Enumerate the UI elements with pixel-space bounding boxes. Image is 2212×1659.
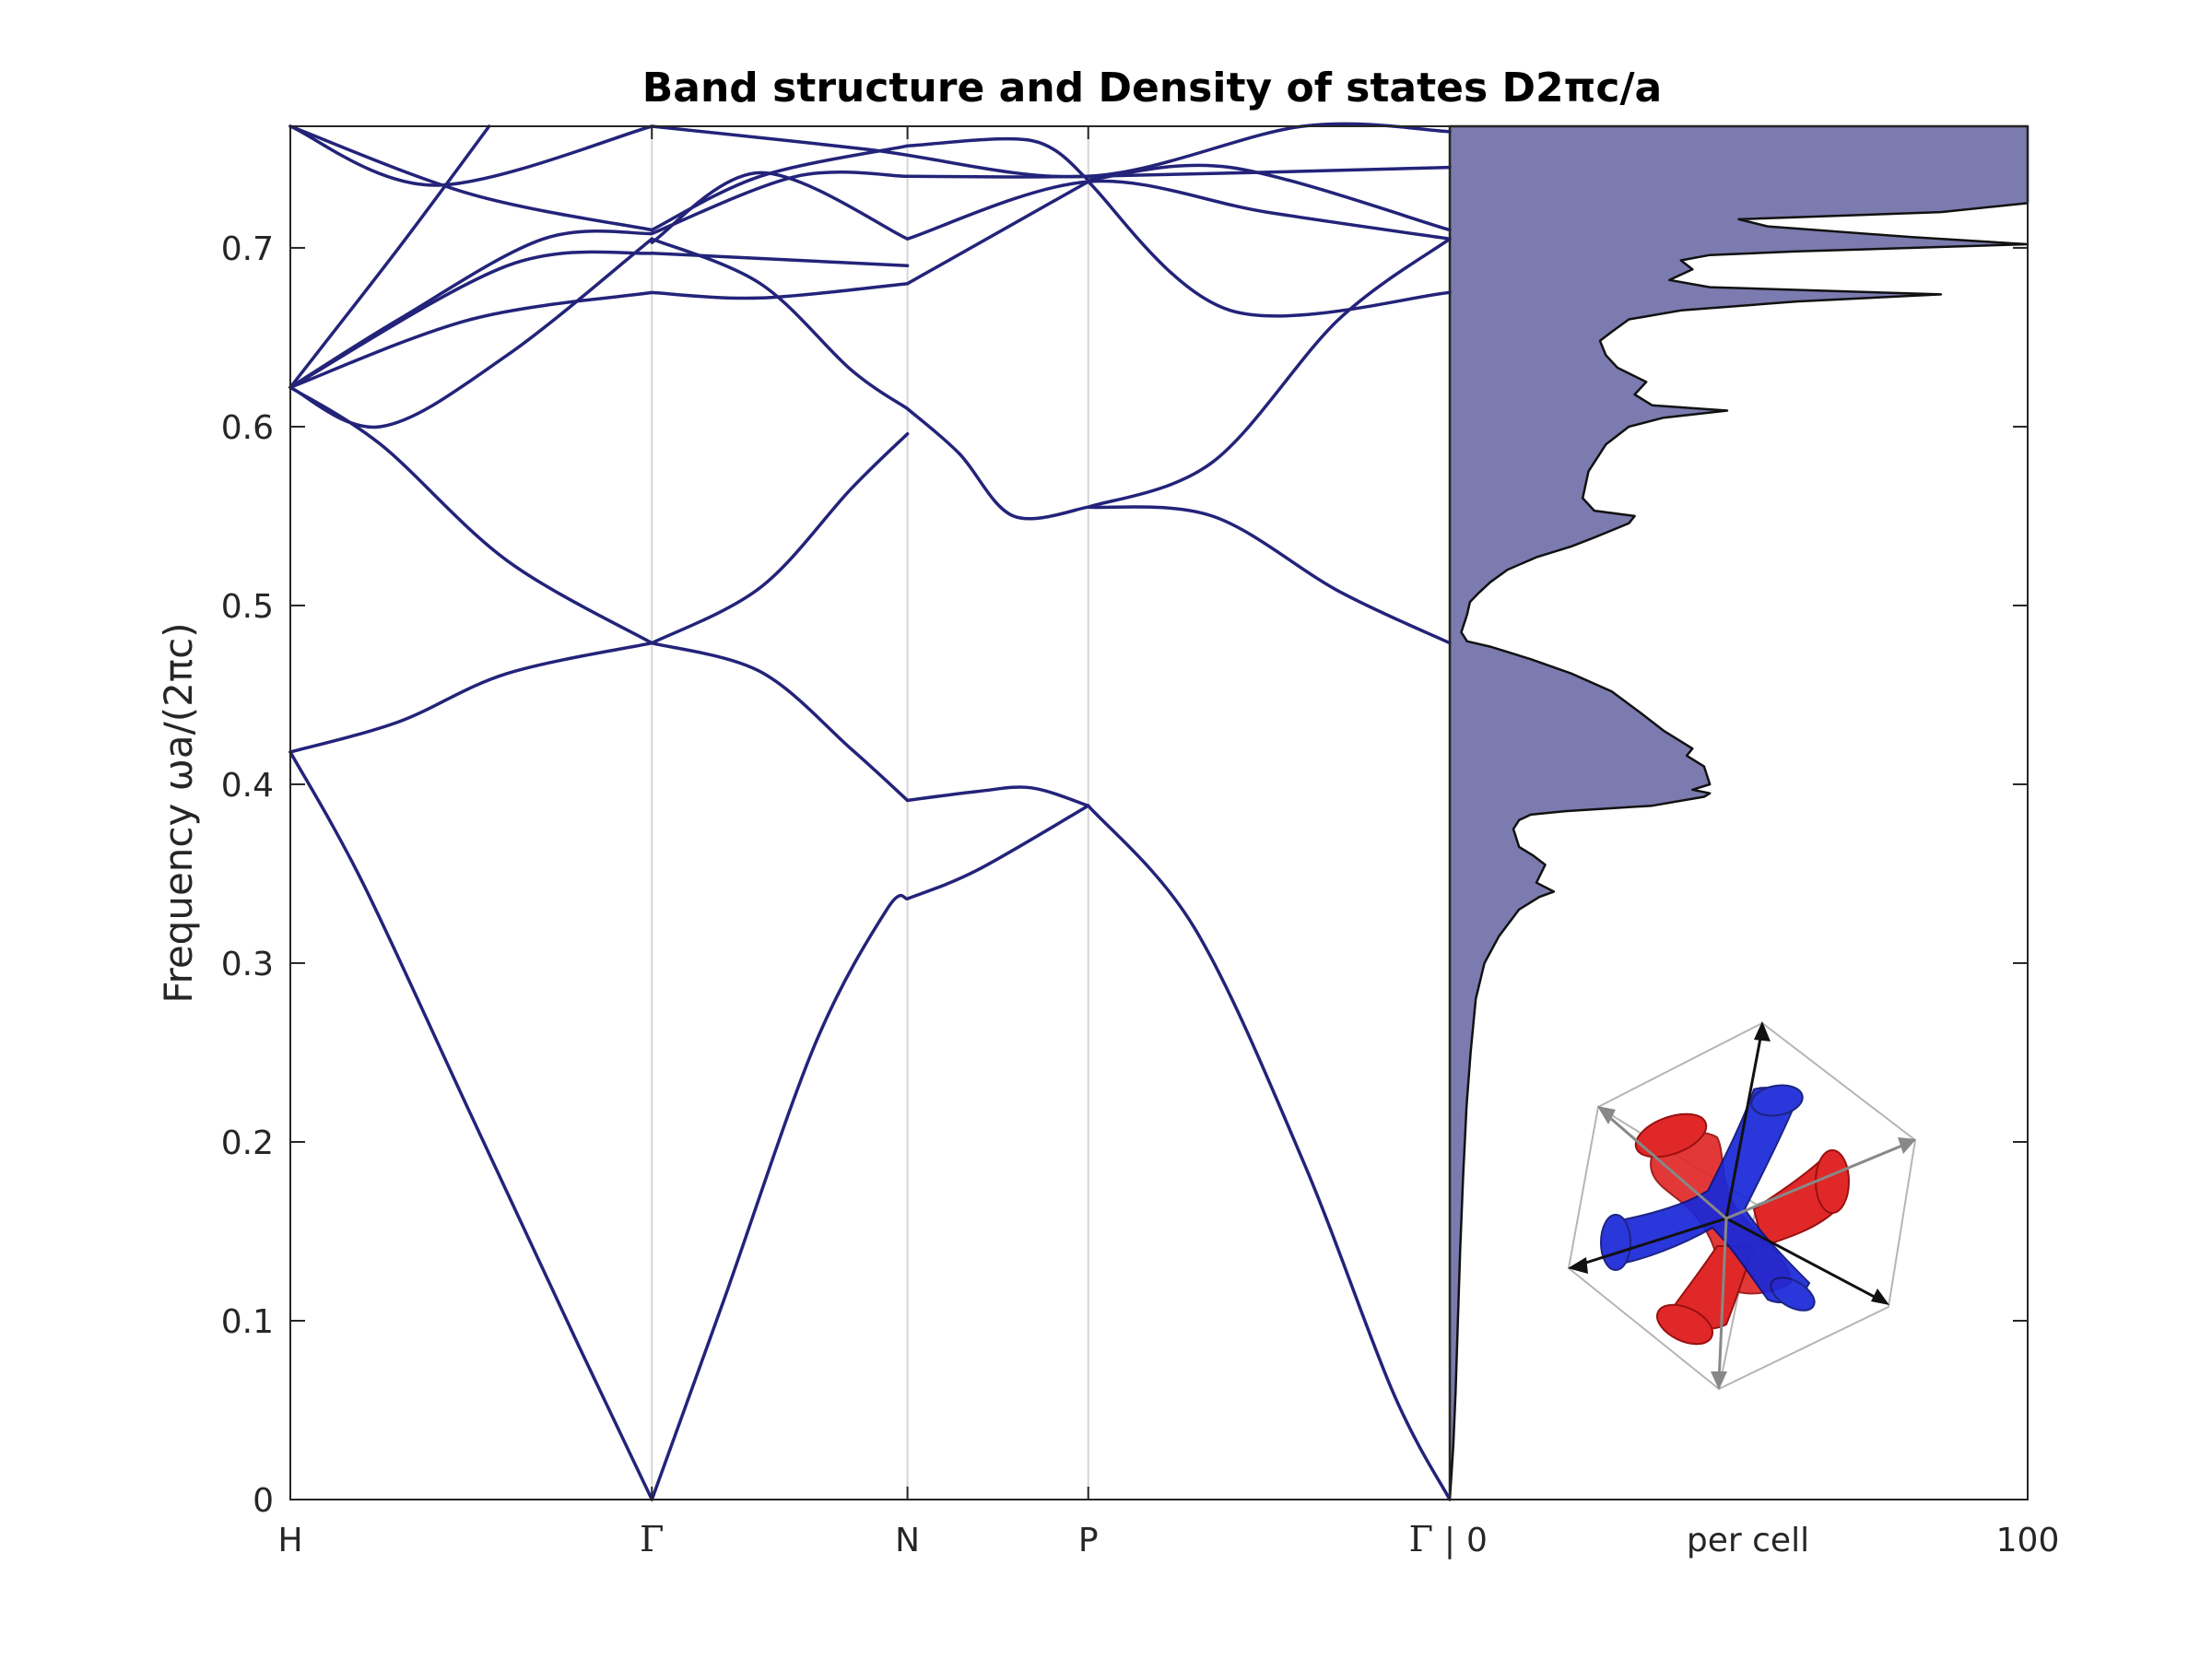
blue-network xyxy=(1600,1084,1816,1312)
y-tick-label: 0.7 xyxy=(221,230,274,268)
k-point-label: Γ xyxy=(640,1519,664,1559)
y-tick-label: 0.1 xyxy=(221,1303,274,1341)
band-curve xyxy=(288,290,654,390)
chart-title: Band structure and Density of states D2π… xyxy=(642,65,1663,112)
band-curve xyxy=(1086,505,1452,645)
band-curve xyxy=(650,170,910,236)
band-curve xyxy=(905,179,1452,241)
plot-frame xyxy=(289,125,2029,1500)
lattice-arrowheads xyxy=(1568,1021,1916,1390)
band-curve xyxy=(650,641,910,803)
y-tick-label: 0.6 xyxy=(221,409,274,447)
band-curve xyxy=(650,171,910,244)
band-curve xyxy=(650,122,1452,179)
dos-panel xyxy=(1448,124,2030,1501)
band-curve xyxy=(288,237,654,429)
band-curve xyxy=(288,641,654,754)
lattice-vectors xyxy=(1573,1028,1910,1383)
y-axis-ticks: 0 0.1 0.2 0.3 0.4 0.5 0.6 0.7 xyxy=(221,230,2028,1520)
band-curve xyxy=(650,251,910,268)
band-curve xyxy=(1086,804,1452,1501)
band-curve xyxy=(905,804,1090,900)
band-structure-panel xyxy=(288,122,1452,1501)
dos-axis-label: per cell xyxy=(1687,1522,1809,1559)
band-curve xyxy=(288,750,654,1501)
panel-separator-label: | xyxy=(1444,1522,1455,1559)
dos-area xyxy=(1448,124,2030,1501)
band-curve xyxy=(650,431,910,645)
dos-tick-label: 0 xyxy=(1466,1522,1488,1559)
k-point-label: H xyxy=(277,1522,302,1559)
y-tick-label: 0.5 xyxy=(221,588,274,626)
band-curve xyxy=(650,281,910,300)
band-curve xyxy=(288,124,654,187)
band-curve xyxy=(650,894,910,1501)
x-axis-ticks: H Γ N P Γ | 0 per cell 100 xyxy=(277,126,2059,1559)
k-point-label: Γ xyxy=(1409,1519,1433,1559)
band-curve xyxy=(905,180,1090,286)
band-curve xyxy=(288,124,491,390)
unit-cell-inset xyxy=(1567,1021,1917,1391)
band-curve xyxy=(1086,237,1452,509)
band-curve xyxy=(288,229,654,390)
band-curve xyxy=(288,385,654,645)
band-curve xyxy=(905,136,1090,182)
band-curve xyxy=(905,406,1090,521)
band-curve xyxy=(1086,180,1452,318)
band-curve xyxy=(650,144,910,232)
y-axis-label: Frequency ωa/(2πc) xyxy=(156,622,201,1003)
k-point-label: N xyxy=(895,1522,920,1559)
y-tick-label: 0.3 xyxy=(221,946,274,983)
band-curve xyxy=(288,124,654,232)
grid-lines xyxy=(651,126,1089,1500)
k-point-label: P xyxy=(1078,1522,1099,1559)
band-curve xyxy=(905,785,1090,807)
y-tick-label: 0.4 xyxy=(221,767,274,805)
y-tick-label: 0 xyxy=(253,1482,274,1520)
dos-tick-label: 100 xyxy=(1996,1522,2060,1559)
y-tick-label: 0.2 xyxy=(221,1124,274,1162)
